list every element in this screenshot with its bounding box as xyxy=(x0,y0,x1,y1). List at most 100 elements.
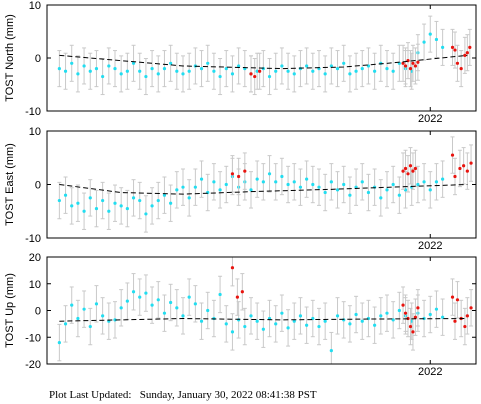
data-point xyxy=(373,323,377,327)
y-tick-label: 0 xyxy=(35,306,41,318)
data-point xyxy=(428,188,432,192)
data-point xyxy=(298,314,303,318)
data-point xyxy=(57,198,61,203)
data-point xyxy=(441,177,445,181)
data-point xyxy=(335,67,340,71)
data-point xyxy=(249,72,253,76)
data-point xyxy=(113,67,117,71)
x-tick-label: 2022 xyxy=(418,366,442,378)
data-point xyxy=(348,193,352,197)
data-point xyxy=(119,306,123,310)
data-point xyxy=(235,295,239,299)
data-point xyxy=(249,188,253,192)
data-point xyxy=(403,64,408,68)
data-point xyxy=(63,193,68,197)
data-point xyxy=(434,37,439,42)
data-point xyxy=(156,298,160,302)
data-point xyxy=(465,314,469,318)
data-point xyxy=(224,182,228,187)
data-point xyxy=(286,326,290,330)
data-point xyxy=(342,318,346,322)
data-point xyxy=(366,316,371,321)
y-tick-label: 10 xyxy=(29,126,41,138)
data-point xyxy=(348,72,352,76)
data-point xyxy=(305,64,309,68)
data-point xyxy=(144,291,148,295)
data-point xyxy=(305,177,309,181)
data-point xyxy=(224,322,228,326)
data-point xyxy=(335,314,340,318)
data-point xyxy=(261,180,265,184)
data-point xyxy=(237,64,241,68)
x-tick-label: 2022 xyxy=(418,240,442,252)
data-point xyxy=(450,295,455,299)
data-point xyxy=(406,172,410,176)
data-point xyxy=(88,69,92,73)
data-point xyxy=(416,60,420,64)
data-point xyxy=(428,312,432,317)
data-point xyxy=(354,69,358,73)
data-point xyxy=(465,51,469,55)
y-tick-label: 0 xyxy=(35,180,41,192)
footer-timestamp: Sunday, January 30, 2022 08:41:38 PST xyxy=(139,389,317,401)
data-point xyxy=(218,188,222,192)
data-point xyxy=(144,74,148,79)
data-point xyxy=(76,72,80,76)
chart-panel-2: -10 0 10 2022 TOST East (mm) xyxy=(4,126,477,252)
data-point xyxy=(403,166,408,171)
data-point xyxy=(373,69,377,73)
data-point xyxy=(63,322,68,326)
data-point xyxy=(199,67,204,71)
data-point xyxy=(169,201,173,205)
data-point xyxy=(329,349,333,353)
data-point xyxy=(138,69,142,73)
data-point xyxy=(335,188,340,192)
data-point xyxy=(450,45,455,50)
data-point xyxy=(311,182,315,187)
data-point xyxy=(70,204,74,208)
data-point xyxy=(397,193,401,197)
data-point xyxy=(280,311,284,315)
y-tick-label: -10 xyxy=(25,332,41,344)
data-point xyxy=(237,174,241,179)
data-point xyxy=(193,185,197,189)
data-point xyxy=(249,314,253,318)
data-point xyxy=(113,201,117,205)
data-point xyxy=(462,164,466,168)
data-point xyxy=(391,182,395,187)
data-point xyxy=(428,32,432,36)
data-point xyxy=(441,315,445,319)
data-point xyxy=(150,204,154,208)
data-point xyxy=(360,319,364,323)
data-point xyxy=(101,314,105,318)
data-point xyxy=(416,182,420,187)
y-tick-label: 10 xyxy=(29,0,41,12)
data-point xyxy=(286,182,290,187)
data-point xyxy=(187,69,191,73)
data-point xyxy=(224,67,228,71)
data-point xyxy=(88,196,92,200)
data-point xyxy=(459,67,463,71)
data-point xyxy=(57,341,61,345)
data-point xyxy=(323,190,327,195)
data-point xyxy=(107,209,111,213)
data-point xyxy=(379,196,383,200)
data-point xyxy=(422,180,426,184)
data-point xyxy=(379,314,383,318)
data-point xyxy=(94,206,99,211)
data-point xyxy=(125,206,129,211)
data-point xyxy=(169,61,173,65)
data-point xyxy=(434,180,439,184)
data-point xyxy=(469,306,473,310)
data-point xyxy=(450,153,455,157)
trend-line xyxy=(59,318,468,322)
footer-label: Plot Last Updated: xyxy=(49,389,132,401)
data-point xyxy=(206,308,210,313)
data-point xyxy=(218,74,222,79)
data-point xyxy=(286,69,290,73)
data-point xyxy=(88,324,92,329)
data-point xyxy=(240,290,244,294)
data-point xyxy=(401,61,405,65)
data-point xyxy=(401,169,405,173)
data-point xyxy=(401,303,405,307)
